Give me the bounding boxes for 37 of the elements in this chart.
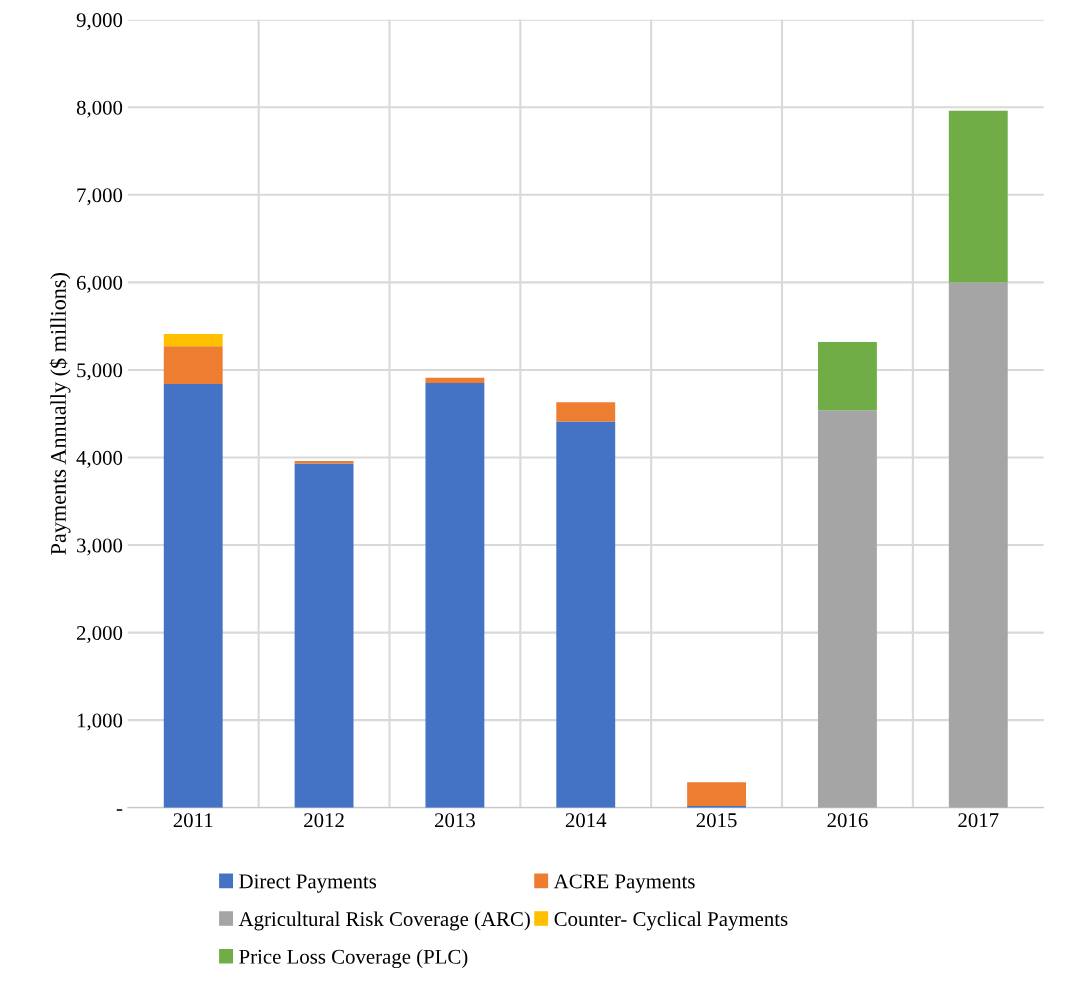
y-tick-label: 3,000: [77, 538, 123, 556]
y-tick-label: 9,000: [76, 13, 123, 31]
bar: [556, 421, 616, 808]
y-tick-label: 1,000: [77, 713, 123, 731]
bar: [294, 460, 354, 464]
legend-label: Counter- Cyclical Payments: [554, 911, 788, 931]
bar: [687, 782, 747, 806]
x-tick-label: 2017: [958, 813, 999, 828]
legend-label: Price Loss Coverage (PLC): [239, 949, 468, 969]
bar: [425, 377, 485, 384]
bar: [163, 383, 223, 808]
bar: [818, 410, 877, 808]
x-tick-label: 2015: [696, 813, 737, 828]
x-tick-label: 2011: [173, 813, 213, 828]
legend-label: Direct Payments: [239, 874, 377, 893]
bar: [163, 346, 223, 384]
bar: [294, 463, 354, 808]
bar: [425, 383, 485, 808]
y-tick-label: 4,000: [76, 450, 123, 468]
y-tick-label: 7,000: [77, 188, 123, 206]
x-tick-label: 2014: [565, 813, 607, 828]
y-tick-label: 5,000: [77, 363, 123, 381]
y-tick-label: 8,000: [76, 100, 123, 118]
y-tick-label: 2,000: [76, 625, 123, 644]
x-tick-label: 2013: [434, 813, 475, 828]
x-tick-label: 2016: [827, 813, 868, 828]
bar: [163, 334, 223, 347]
legend-label: Agricultural Risk Coverage (ARC): [238, 911, 530, 931]
bar: [948, 282, 1008, 808]
bar: [948, 110, 1008, 283]
bar: [818, 341, 877, 411]
x-tick-label: 2012: [304, 813, 344, 828]
y-axis-title: Payments Annually ($ millions): [49, 273, 71, 555]
y-tick-label: -: [116, 809, 123, 811]
y-tick-label: 6,000: [76, 275, 123, 293]
bar: [556, 402, 616, 422]
legend-label: ACRE Payments: [553, 874, 695, 893]
